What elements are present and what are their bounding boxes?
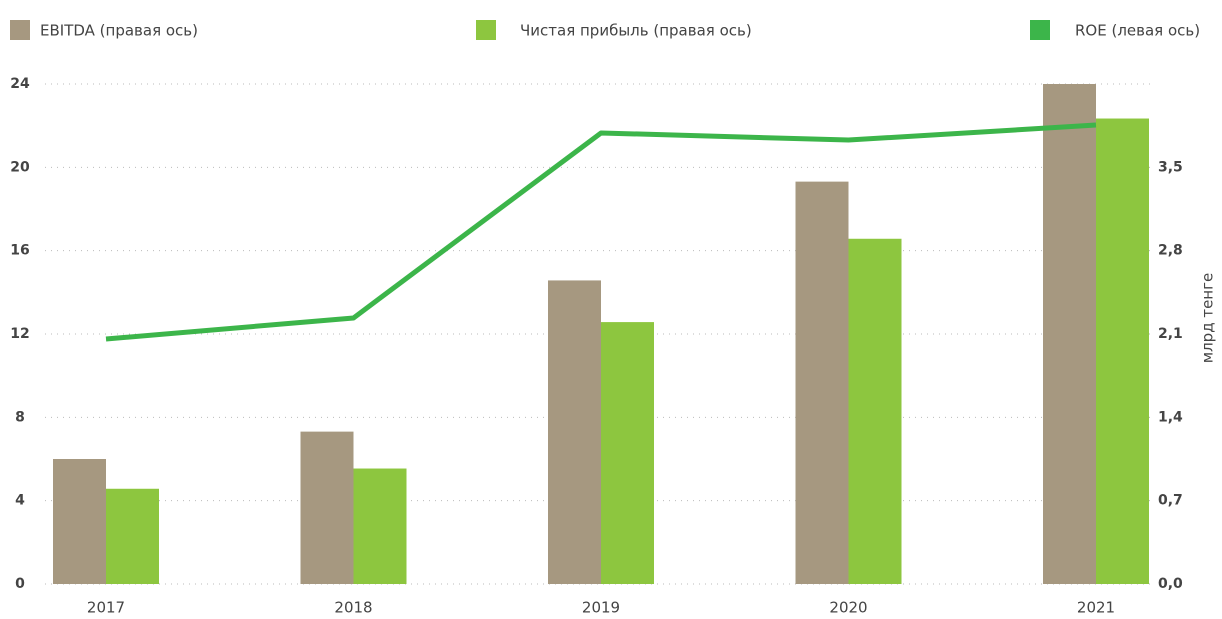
y2-tick-label: 0,0: [1158, 576, 1183, 592]
legend-label: Чистая прибыль (правая ось): [520, 22, 752, 40]
y2-tick-label: 2,1: [1158, 326, 1183, 342]
y2-tick-label: 2,8: [1158, 243, 1183, 259]
y-tick-label: 12: [10, 326, 29, 342]
legend-label: EBITDA (правая ось): [40, 22, 198, 40]
bar: [53, 459, 106, 584]
y-tick-label: 4: [15, 493, 25, 509]
y-tick-label: 20: [10, 159, 30, 175]
legend-swatch: [476, 20, 496, 40]
x-tick-label: 2019: [582, 599, 620, 617]
x-tick-label: 2017: [87, 599, 125, 617]
bar: [548, 280, 601, 584]
bar: [601, 322, 654, 584]
y2-tick-label: 3,5: [1158, 159, 1183, 175]
bar: [795, 181, 849, 584]
bar: [353, 468, 407, 584]
legend-swatch: [1030, 20, 1050, 40]
bar: [106, 488, 159, 584]
legend-swatch: [10, 20, 30, 40]
bar: [848, 238, 902, 584]
line: [105, 122, 1097, 342]
y-tick-label: 24: [10, 76, 30, 92]
legend-label: ROE (левая ось): [1075, 22, 1200, 40]
y-tick-label: 0: [15, 576, 25, 592]
y-axis-label: млрд тенге: [1199, 273, 1217, 363]
y2-tick-label: 1,4: [1158, 409, 1183, 425]
x-tick-label: 2020: [829, 599, 867, 617]
y2-tick-label: 0,7: [1158, 493, 1183, 509]
x-tick-label: 2021: [1077, 599, 1115, 617]
bar: [1043, 84, 1096, 584]
y-tick-label: 8: [15, 409, 25, 425]
y-tick-label: 16: [10, 243, 29, 259]
bar: [300, 431, 354, 584]
bar: [1096, 118, 1149, 585]
x-tick-label: 2018: [334, 599, 372, 617]
